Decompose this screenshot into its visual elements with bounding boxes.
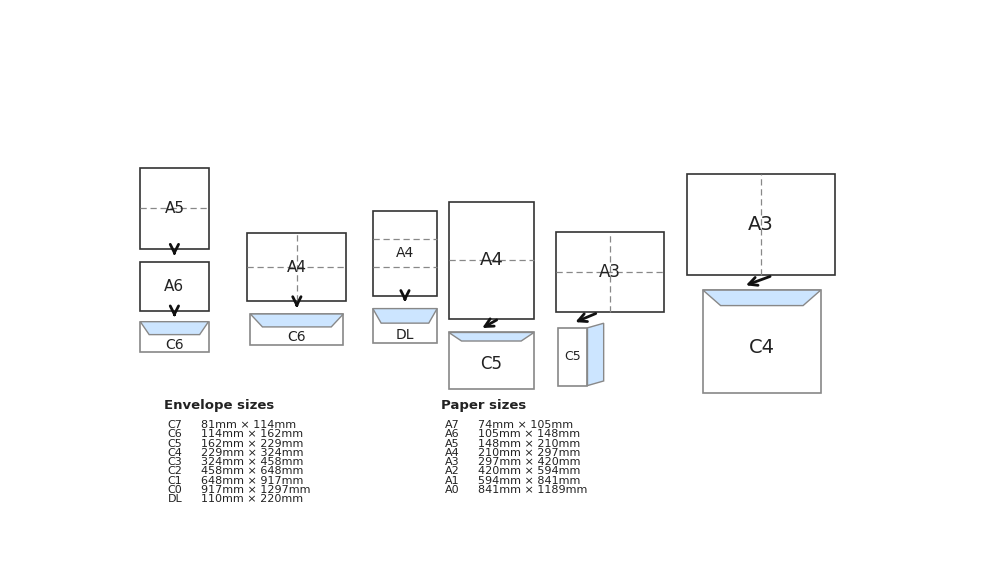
Bar <box>558 328 588 385</box>
Bar <box>703 290 820 393</box>
Text: C6: C6 <box>165 338 183 352</box>
Text: 458mm × 648mm: 458mm × 648mm <box>201 467 303 476</box>
Text: A5: A5 <box>165 201 184 216</box>
Text: DL: DL <box>168 494 182 504</box>
Text: 210mm × 297mm: 210mm × 297mm <box>478 448 581 458</box>
Text: 148mm × 210mm: 148mm × 210mm <box>478 439 581 449</box>
Bar <box>140 321 208 353</box>
Bar <box>373 309 437 343</box>
Text: 917mm × 1297mm: 917mm × 1297mm <box>201 485 311 495</box>
Bar <box>247 233 346 301</box>
Text: A3: A3 <box>599 263 621 281</box>
Polygon shape <box>703 290 820 306</box>
Polygon shape <box>449 332 534 341</box>
Text: C7: C7 <box>168 420 182 430</box>
Text: C1: C1 <box>168 476 182 486</box>
Text: A6: A6 <box>165 279 184 294</box>
Text: C5: C5 <box>168 439 182 449</box>
Text: C4: C4 <box>168 448 182 458</box>
Text: A6: A6 <box>445 430 459 439</box>
Bar <box>140 168 208 249</box>
Text: 648mm × 917mm: 648mm × 917mm <box>201 476 303 486</box>
Text: C0: C0 <box>168 485 182 495</box>
Text: A4: A4 <box>395 246 414 260</box>
Text: 324mm × 458mm: 324mm × 458mm <box>201 457 303 467</box>
Text: 420mm × 594mm: 420mm × 594mm <box>478 467 581 476</box>
Text: A4: A4 <box>287 260 307 275</box>
Text: 74mm × 105mm: 74mm × 105mm <box>478 420 573 430</box>
Bar <box>449 332 534 389</box>
Text: 110mm × 220mm: 110mm × 220mm <box>201 494 303 504</box>
Text: DL: DL <box>395 328 414 342</box>
Polygon shape <box>373 309 437 323</box>
Text: C5: C5 <box>564 350 581 363</box>
Bar <box>250 314 343 345</box>
Text: 105mm × 148mm: 105mm × 148mm <box>478 430 581 439</box>
Polygon shape <box>250 314 343 327</box>
Text: A4: A4 <box>445 448 459 458</box>
Bar <box>373 211 437 295</box>
Text: Paper sizes: Paper sizes <box>441 399 527 412</box>
Text: C6: C6 <box>168 430 182 439</box>
Text: 114mm × 162mm: 114mm × 162mm <box>201 430 303 439</box>
Text: A3: A3 <box>445 457 459 467</box>
Text: A1: A1 <box>445 476 459 486</box>
Polygon shape <box>140 321 208 335</box>
Text: C5: C5 <box>480 355 503 373</box>
Text: A2: A2 <box>445 467 459 476</box>
Text: A7: A7 <box>445 420 459 430</box>
Bar <box>449 202 534 319</box>
Text: 841mm × 1189mm: 841mm × 1189mm <box>478 485 588 495</box>
Text: 594mm × 841mm: 594mm × 841mm <box>478 476 581 486</box>
Text: C2: C2 <box>168 467 182 476</box>
Bar <box>140 263 208 311</box>
Text: C4: C4 <box>748 338 775 357</box>
Text: 229mm × 324mm: 229mm × 324mm <box>201 448 304 458</box>
Polygon shape <box>588 323 603 385</box>
Text: 162mm × 229mm: 162mm × 229mm <box>201 439 303 449</box>
Text: 297mm × 420mm: 297mm × 420mm <box>478 457 581 467</box>
Bar <box>556 232 665 312</box>
Text: A0: A0 <box>445 485 459 495</box>
Bar <box>687 174 835 275</box>
Text: Envelope sizes: Envelope sizes <box>164 399 274 412</box>
Text: A4: A4 <box>479 251 503 269</box>
Text: 81mm × 114mm: 81mm × 114mm <box>201 420 296 430</box>
Text: C6: C6 <box>288 330 307 344</box>
Text: A5: A5 <box>445 439 459 449</box>
Text: C3: C3 <box>168 457 182 467</box>
Text: A3: A3 <box>748 215 774 234</box>
